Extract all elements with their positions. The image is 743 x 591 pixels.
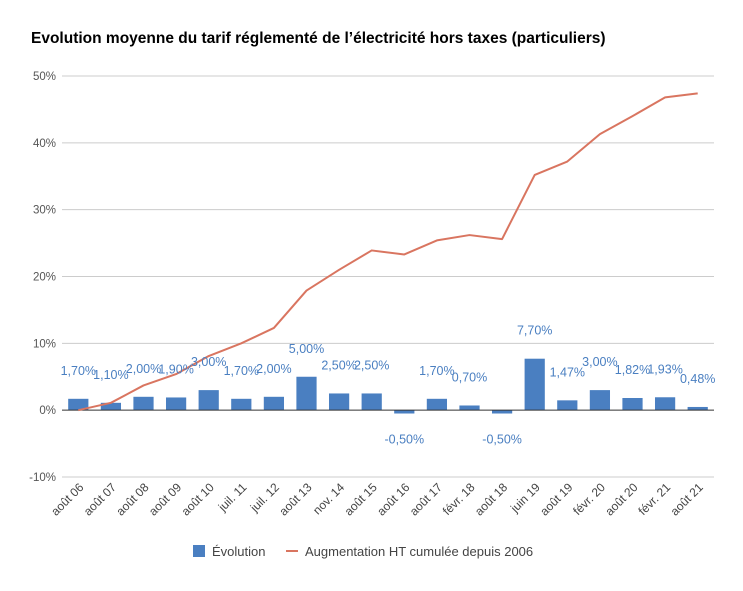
bar — [394, 410, 415, 414]
x-tick-label: juil. 11 — [215, 480, 250, 515]
bar — [68, 398, 89, 411]
bar — [231, 398, 252, 411]
data-label: 5,00% — [289, 342, 324, 356]
bar — [296, 376, 317, 411]
bar — [165, 397, 187, 411]
legend-swatch-bars — [193, 545, 205, 557]
data-label: 1,47% — [550, 365, 585, 379]
bar — [426, 398, 448, 411]
cumulative-line — [78, 92, 698, 412]
y-tick-label: 30% — [33, 205, 56, 217]
x-tick-label: août 10 — [179, 480, 217, 518]
data-label: 3,00% — [582, 355, 617, 369]
x-tick-label: juin 19 — [507, 480, 543, 516]
x-tick-label: nov. 14 — [310, 480, 347, 517]
data-label: 2,50% — [321, 358, 356, 372]
y-tick-label: 40% — [33, 138, 56, 150]
gridlines — [62, 75, 714, 478]
x-tick-label: août 19 — [537, 480, 575, 518]
y-tick-label: 50% — [33, 71, 56, 83]
y-tick-label: 10% — [33, 338, 56, 350]
y-axis: 50% 40% 30% 20% 10% 0% -10% — [29, 71, 56, 484]
bar — [557, 400, 578, 411]
legend: Évolution Augmentation HT cumulée depuis … — [193, 544, 533, 559]
data-label: 1,93% — [647, 362, 682, 376]
bar — [263, 396, 285, 411]
data-label: 1,70% — [61, 364, 96, 378]
bar — [687, 406, 708, 411]
x-tick-label: août 15 — [342, 480, 380, 518]
x-tick-label: août 20 — [602, 480, 640, 518]
bar — [328, 393, 350, 411]
x-tick-label: févr. 18 — [440, 480, 478, 518]
bar — [133, 396, 154, 411]
bar — [459, 405, 480, 411]
x-tick-label: août 18 — [472, 480, 510, 518]
line-series — [78, 92, 698, 412]
chart-title: Evolution moyenne du tarif réglementé de… — [31, 30, 606, 47]
y-tick-label: -10% — [29, 472, 56, 484]
bar — [491, 410, 513, 414]
x-tick-label: févr. 21 — [635, 480, 673, 518]
x-tick-label: août 08 — [113, 480, 151, 518]
bar — [198, 390, 219, 411]
data-label: 1,82% — [615, 363, 650, 377]
data-label: 0,70% — [452, 370, 487, 384]
x-tick-label: févr. 20 — [570, 480, 608, 518]
x-tick-label: août 06 — [48, 480, 86, 518]
data-label: 2,50% — [354, 358, 389, 372]
data-label: 7,70% — [517, 324, 552, 338]
legend-label: Évolution — [212, 544, 265, 559]
bar — [654, 397, 676, 411]
x-tick-label: août 13 — [276, 480, 314, 518]
data-label: 3,00% — [191, 355, 226, 369]
data-labels: 1,70%1,10%2,00%1,90%3,00%1,70%2,00%5,00%… — [61, 324, 716, 447]
bar — [361, 393, 382, 411]
x-tick-label: août 09 — [146, 480, 184, 518]
bar-series — [68, 358, 708, 414]
data-label: 1,70% — [224, 364, 259, 378]
bar — [524, 358, 545, 411]
data-label: 1,10% — [93, 368, 128, 382]
data-label: 1,70% — [419, 364, 454, 378]
data-label: 2,00% — [126, 362, 161, 376]
y-tick-label: 20% — [33, 272, 56, 284]
y-tick-label: 0% — [39, 405, 56, 417]
x-tick-label: août 17 — [407, 480, 445, 518]
data-label: 0,48% — [680, 372, 715, 386]
bar — [100, 402, 122, 411]
legend-label: Augmentation HT cumulée depuis 2006 — [305, 544, 533, 559]
bar — [622, 398, 643, 411]
data-label: -0,50% — [482, 433, 522, 447]
x-tick-label: août 16 — [374, 480, 412, 518]
x-tick-label: août 07 — [81, 480, 119, 518]
data-label: 1,90% — [158, 362, 193, 376]
bar — [589, 390, 611, 411]
data-label: 2,00% — [256, 362, 291, 376]
x-tick-label: août 21 — [668, 480, 706, 518]
data-label: -0,50% — [384, 433, 424, 447]
